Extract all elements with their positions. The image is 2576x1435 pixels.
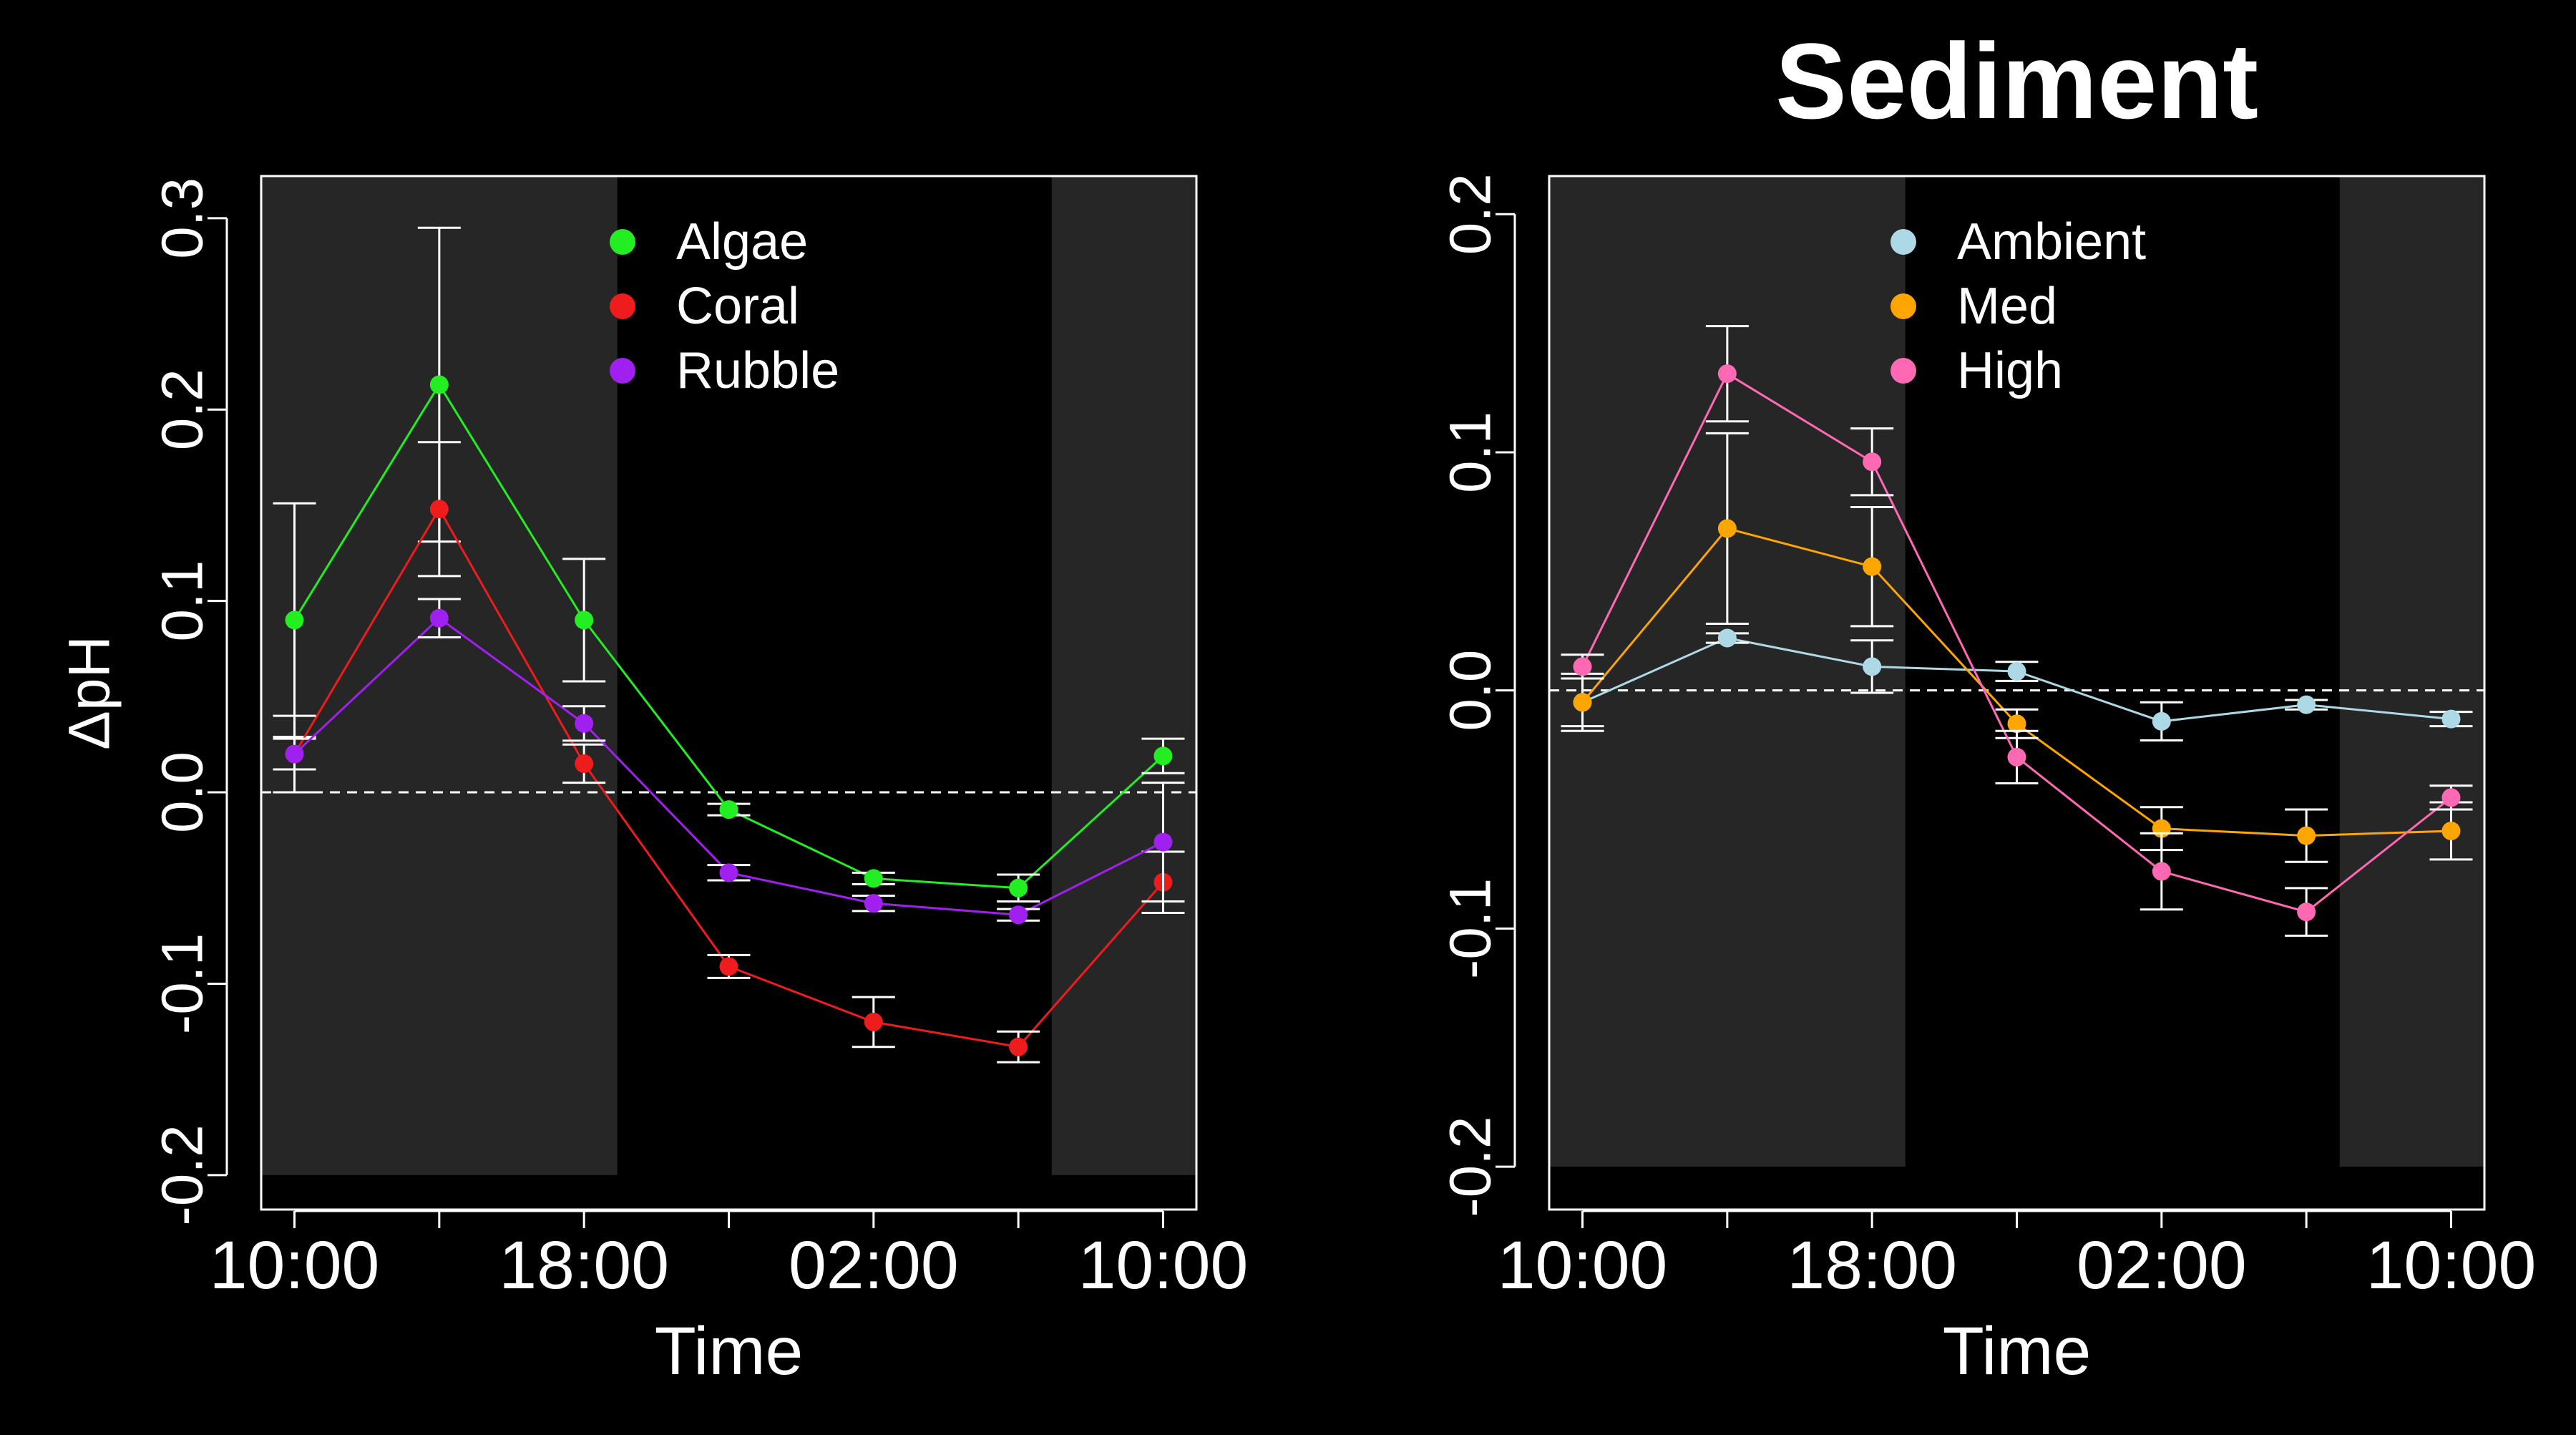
- y-axis: -0.2 -0.1 0.0 0.1 0.2: [1438, 173, 1516, 1217]
- data-point: [2007, 747, 2026, 767]
- night-shading-2: [2339, 176, 2484, 1167]
- series-algae: [273, 226, 1185, 903]
- legend-label-algae: Algae: [676, 213, 808, 271]
- legend-marker-ambient: [1890, 229, 1916, 255]
- data-point: [1009, 878, 1028, 898]
- x-tick-label: 10:00: [2366, 1227, 2537, 1303]
- data-point: [575, 611, 594, 630]
- y-axis: -0.2 -0.1 0.0 0.1 0.2 0.3 ΔpH: [57, 177, 228, 1226]
- series-high: [1561, 325, 2473, 937]
- data-point: [864, 1012, 883, 1031]
- data-point: [575, 714, 594, 733]
- chart-title: Sediment: [1775, 21, 2258, 141]
- data-point: [1863, 657, 1882, 676]
- chart-panel-2: -0.2 -0.1 0.0 0.1 0.2 10:00 18:00 02:00 10:00 Tim…: [1438, 21, 2537, 1389]
- y-tick-label: -0.2: [1438, 1116, 1503, 1217]
- x-tick-label: 02:00: [2077, 1227, 2247, 1303]
- data-point: [719, 863, 738, 882]
- legend-marker-coral: [610, 293, 635, 319]
- series-ambient: [1561, 628, 2473, 742]
- x-axis: 10:00 18:00 02:00 10:00 Time: [1498, 1210, 2537, 1389]
- legend-marker-algae: [610, 229, 635, 255]
- data-point: [2007, 662, 2026, 681]
- data-point: [1863, 557, 1882, 576]
- data-point: [2441, 821, 2461, 840]
- data-point: [1863, 452, 1882, 472]
- x-axis-label: Time: [1943, 1313, 2092, 1389]
- y-tick-label: 0.2: [1438, 173, 1503, 255]
- data-point: [1717, 519, 1737, 538]
- y-tick-label: 0.1: [150, 560, 215, 642]
- legend-marker-high: [1890, 358, 1916, 384]
- legend-label-rubble: Rubble: [676, 342, 839, 399]
- x-tick-label: 10:00: [1078, 1227, 1249, 1303]
- data-point: [2441, 709, 2461, 729]
- y-tick-label: -0.1: [150, 933, 215, 1034]
- data-point: [2007, 714, 2026, 734]
- data-point: [719, 800, 738, 819]
- data-point: [285, 611, 304, 630]
- x-tick-label: 10:00: [1498, 1227, 1668, 1303]
- data-point: [429, 500, 449, 519]
- legend-label-high: High: [1957, 342, 2063, 399]
- y-tick-label: 0.2: [150, 369, 215, 450]
- x-axis-label: Time: [655, 1313, 804, 1389]
- y-tick-label: 0.1: [1438, 412, 1503, 493]
- y-axis-label: ΔpH: [57, 636, 122, 750]
- series-rubble: [273, 598, 1185, 925]
- data-point: [2152, 711, 2171, 731]
- data-point: [2441, 788, 2461, 807]
- data-point: [2297, 826, 2316, 845]
- data-point: [1009, 905, 1028, 925]
- data-point: [2297, 695, 2316, 714]
- legend-label-coral: Coral: [676, 278, 799, 335]
- data-point: [2152, 862, 2171, 881]
- legend: Ambient Med High: [1890, 213, 2146, 399]
- x-axis: 10:00 18:00 02:00 10:00 Time: [210, 1210, 1249, 1389]
- data-point: [2297, 903, 2316, 922]
- data-point: [719, 957, 738, 976]
- legend-label-med: Med: [1957, 278, 2057, 335]
- data-point: [429, 375, 449, 394]
- plot-frame: [1548, 175, 2486, 1211]
- legend: Algae Coral Rubble: [610, 213, 839, 399]
- x-tick-label: 18:00: [499, 1227, 669, 1303]
- data-point: [1153, 746, 1173, 766]
- data-point: [285, 744, 304, 764]
- x-tick-label: 18:00: [1787, 1227, 1957, 1303]
- data-point: [864, 894, 883, 913]
- data-point: [429, 608, 449, 628]
- plot-frame: [260, 175, 1198, 1211]
- night-shading-1: [1549, 176, 1906, 1167]
- data-point: [1153, 832, 1173, 852]
- legend-label-ambient: Ambient: [1957, 213, 2146, 271]
- y-tick-label: -0.1: [1438, 878, 1503, 979]
- series-med: [1561, 432, 2473, 863]
- data-point: [1573, 693, 1592, 712]
- data-point: [575, 754, 594, 773]
- data-point: [1573, 657, 1592, 676]
- data-point: [1717, 628, 1737, 648]
- y-tick-label: 0.3: [150, 177, 215, 259]
- legend-marker-rubble: [610, 358, 635, 384]
- data-point: [1717, 364, 1737, 384]
- y-tick-label: -0.2: [150, 1124, 215, 1225]
- night-shading-2: [1051, 176, 1196, 1175]
- data-point: [864, 869, 883, 888]
- y-tick-label: 0.0: [150, 751, 215, 833]
- x-tick-label: 10:00: [210, 1227, 380, 1303]
- legend-marker-med: [1890, 293, 1916, 319]
- x-tick-label: 02:00: [789, 1227, 959, 1303]
- data-point: [1009, 1037, 1028, 1056]
- y-tick-label: 0.0: [1438, 650, 1503, 731]
